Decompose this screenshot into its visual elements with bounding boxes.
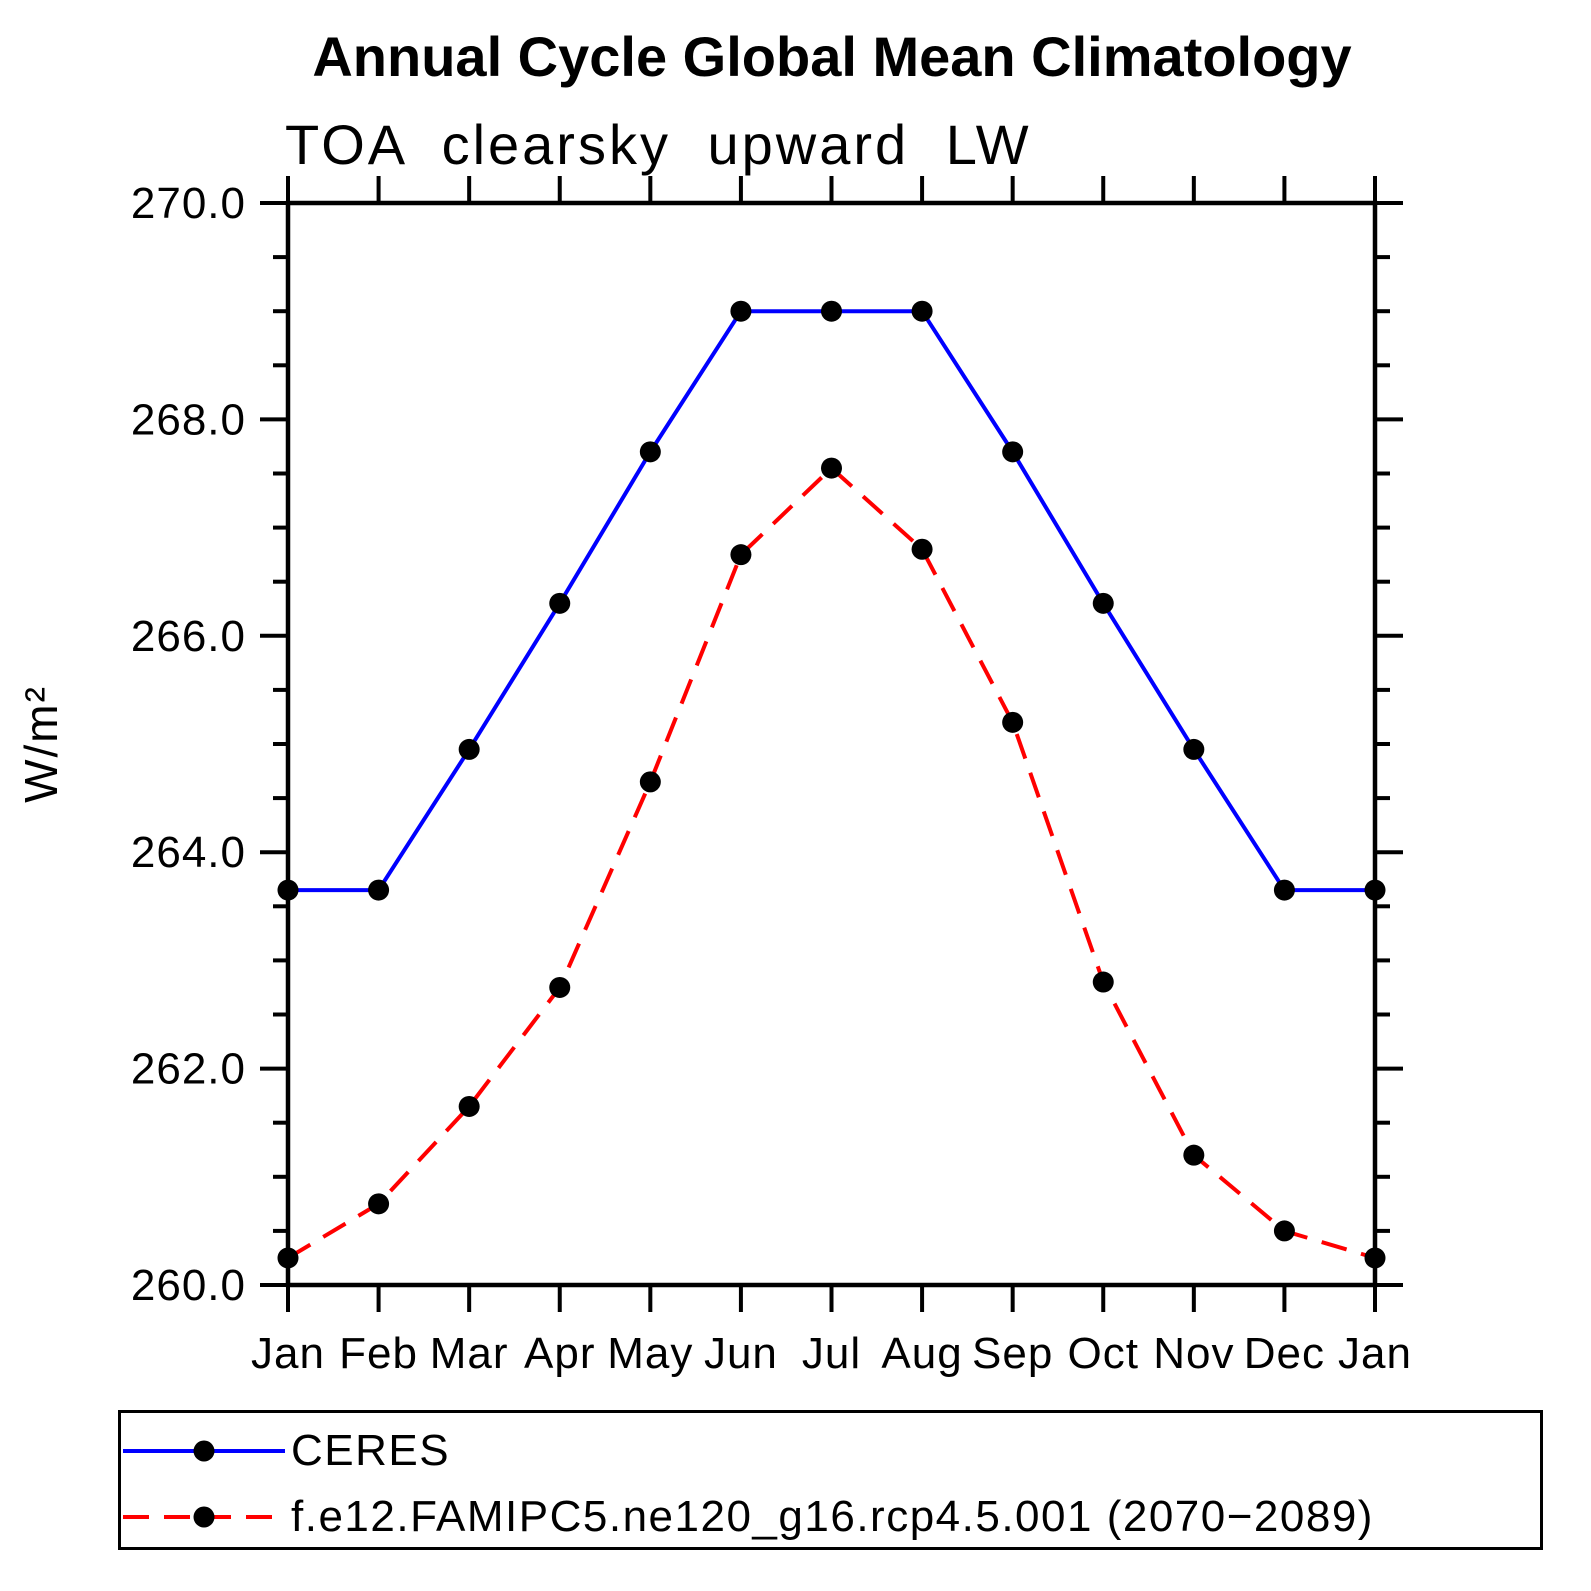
data-point-marker bbox=[549, 976, 571, 998]
legend-item-ceres: CERES bbox=[121, 1419, 450, 1483]
data-point-marker bbox=[1273, 879, 1295, 901]
legend-label-ceres: CERES bbox=[291, 1426, 451, 1475]
data-point-marker bbox=[458, 738, 480, 760]
chart-title: Annual Cycle Global Mean Climatology bbox=[312, 25, 1352, 88]
data-point-marker bbox=[821, 300, 842, 322]
data-point-marker bbox=[1364, 1247, 1386, 1269]
data-point-marker bbox=[730, 544, 752, 566]
legend: CERES f.e12.FAMIPC5.ne120_g16.rcp4.5.001… bbox=[118, 1410, 1543, 1550]
y-tick-label: 264.0 bbox=[131, 828, 246, 877]
x-tick-label: Aug bbox=[881, 1329, 962, 1378]
x-tick-label: Apr bbox=[524, 1329, 595, 1378]
data-point-marker bbox=[1273, 1220, 1295, 1242]
data-point-marker bbox=[639, 771, 661, 793]
y-axis-title: W/m² bbox=[15, 685, 67, 803]
x-tick-label: Jul bbox=[802, 1329, 861, 1378]
data-point-marker bbox=[458, 1095, 480, 1117]
series-line-1 bbox=[286, 465, 1376, 1260]
x-tick-label: May bbox=[607, 1329, 693, 1378]
data-point-marker bbox=[368, 1193, 390, 1215]
x-tick-label: Dec bbox=[1244, 1329, 1325, 1378]
legend-sample-line-model bbox=[123, 1506, 285, 1528]
legend-marker-dot bbox=[193, 1440, 215, 1462]
y-tick-label: 266.0 bbox=[131, 612, 246, 661]
data-point-marker bbox=[1364, 879, 1386, 901]
x-tick-label: Jan bbox=[251, 1329, 325, 1378]
data-point-marker bbox=[1183, 738, 1205, 760]
legend-item-model: f.e12.FAMIPC5.ne120_g16.rcp4.5.001 (2070… bbox=[121, 1485, 1374, 1549]
data-point-marker bbox=[1002, 711, 1024, 733]
x-tick-label: Oct bbox=[1068, 1329, 1139, 1378]
legend-label-model: f.e12.FAMIPC5.ne120_g16.rcp4.5.001 (2070… bbox=[291, 1492, 1374, 1541]
data-point-marker bbox=[1092, 971, 1114, 993]
data-point-marker bbox=[639, 441, 661, 463]
data-point-marker bbox=[730, 300, 752, 322]
data-point-marker bbox=[1183, 1144, 1205, 1166]
data-point-marker bbox=[277, 1247, 299, 1269]
series-line-0 bbox=[288, 309, 1375, 893]
y-tick-label: 260.0 bbox=[131, 1261, 246, 1310]
x-tick-label: Jan bbox=[1338, 1329, 1412, 1378]
y-tick-label: 268.0 bbox=[131, 395, 246, 444]
y-tick-label: 262.0 bbox=[131, 1045, 246, 1094]
data-point-marker bbox=[911, 300, 933, 322]
plot-border bbox=[285, 200, 1378, 1288]
data-point-marker bbox=[821, 457, 842, 479]
x-tick-label: Feb bbox=[339, 1329, 418, 1378]
x-tick-label: Mar bbox=[430, 1329, 509, 1378]
data-point-marker bbox=[549, 592, 571, 614]
x-tick-label: Sep bbox=[972, 1329, 1053, 1378]
y-tick-label: 270.0 bbox=[131, 179, 246, 228]
legend-sample-line-ceres bbox=[123, 1440, 285, 1462]
chart-subtitle: TOA clearsky upward LW bbox=[285, 113, 1032, 176]
data-point-marker bbox=[1002, 441, 1024, 463]
data-point-marker bbox=[277, 879, 299, 901]
data-point-marker bbox=[1092, 592, 1114, 614]
legend-marker-dot bbox=[193, 1506, 215, 1528]
data-point-marker bbox=[911, 538, 933, 560]
x-tick-label: Jun bbox=[704, 1329, 778, 1378]
x-tick-label: Nov bbox=[1153, 1329, 1234, 1378]
data-point-marker bbox=[368, 879, 390, 901]
